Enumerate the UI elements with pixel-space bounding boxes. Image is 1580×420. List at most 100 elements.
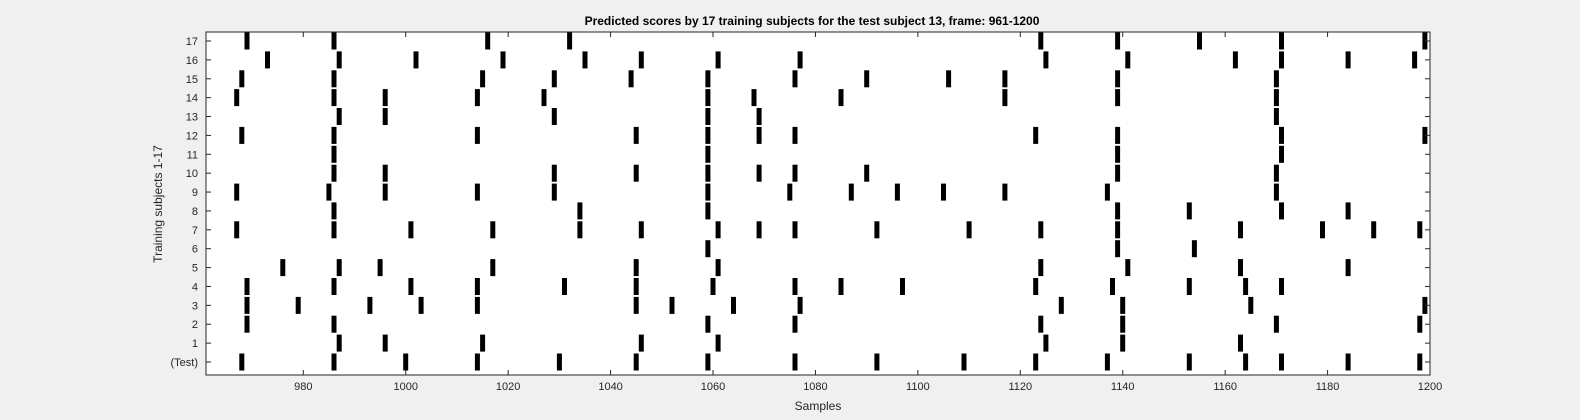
score-mark <box>1033 353 1039 371</box>
x-tick-label: 1080 <box>803 381 827 393</box>
score-mark <box>382 108 388 125</box>
score-mark <box>1033 278 1039 295</box>
score-mark <box>280 259 286 277</box>
score-mark <box>1110 278 1115 295</box>
score-mark <box>485 32 491 50</box>
score-mark <box>894 183 900 201</box>
score-mark <box>669 296 675 314</box>
score-mark <box>1238 221 1243 239</box>
score-mark <box>562 278 567 295</box>
y-tick-label: 8 <box>192 206 198 218</box>
score-mark <box>1345 51 1351 69</box>
score-mark <box>331 278 337 295</box>
score-mark <box>874 221 880 239</box>
score-mark <box>797 51 803 69</box>
score-mark <box>331 145 337 163</box>
score-mark <box>1186 202 1192 220</box>
score-mark <box>474 89 480 107</box>
score-mark <box>474 126 480 144</box>
score-mark <box>408 221 414 239</box>
score-mark <box>1115 202 1121 220</box>
score-mark <box>848 183 854 201</box>
score-mark <box>336 259 342 277</box>
score-mark <box>367 296 373 314</box>
score-mark <box>1422 32 1428 50</box>
score-mark <box>551 183 557 201</box>
score-mark <box>408 278 414 295</box>
score-mark <box>792 315 798 333</box>
score-mark <box>541 89 547 107</box>
score-mark <box>1273 89 1279 107</box>
score-mark <box>382 334 388 352</box>
score-mark <box>792 70 798 88</box>
score-mark <box>864 70 870 88</box>
score-mark <box>1191 240 1197 258</box>
score-mark <box>500 51 506 69</box>
score-mark <box>1279 126 1284 144</box>
score-mark <box>331 164 337 182</box>
score-mark <box>1115 126 1121 144</box>
plot-frame <box>205 31 1431 376</box>
score-mark <box>1038 315 1044 333</box>
y-tick-label: 2 <box>192 319 198 331</box>
score-mark <box>941 183 946 201</box>
score-mark <box>551 108 557 125</box>
score-mark <box>1238 259 1243 277</box>
score-mark <box>1115 70 1121 88</box>
x-tick-label: 1140 <box>1111 381 1135 393</box>
score-mark <box>239 353 245 371</box>
score-mark <box>705 240 711 258</box>
score-mark <box>1104 353 1110 371</box>
score-mark <box>1115 164 1121 182</box>
score-mark <box>715 259 721 277</box>
score-mark <box>331 202 337 220</box>
score-mark <box>1186 353 1192 371</box>
score-mark <box>946 70 952 88</box>
score-mark <box>1120 334 1126 352</box>
score-mark <box>474 278 480 295</box>
score-mark <box>234 221 240 239</box>
score-mark <box>633 278 639 295</box>
score-mark <box>628 70 634 88</box>
score-mark <box>1115 145 1121 163</box>
score-mark <box>756 126 762 144</box>
y-tick-label: 10 <box>186 168 198 180</box>
score-mark <box>705 108 711 125</box>
y-tick-label: 6 <box>192 244 198 256</box>
score-mark <box>403 353 409 371</box>
x-ticks-group: 980 1000 1020 1040 1060 1080 1100 1120 1140 1160 1… <box>294 32 1442 393</box>
score-mark <box>1422 296 1428 314</box>
score-mark <box>382 89 388 107</box>
score-mark <box>705 183 711 201</box>
score-mark <box>787 183 793 201</box>
score-mark <box>551 164 557 182</box>
score-mark <box>633 296 639 314</box>
score-mark <box>1417 315 1423 333</box>
y-tick-label: 12 <box>186 130 198 142</box>
score-mark <box>1125 259 1131 277</box>
y-tick-label: 3 <box>192 300 198 312</box>
x-tick-label: 1060 <box>701 381 725 393</box>
x-tick-label: 1180 <box>1316 381 1340 393</box>
score-mark <box>705 70 711 88</box>
score-mark <box>900 278 905 295</box>
score-mark <box>1115 89 1121 107</box>
x-tick-label: 1040 <box>598 381 622 393</box>
score-mark <box>1238 334 1243 352</box>
score-mark <box>1371 221 1377 239</box>
x-axis-label: Samples <box>795 399 842 413</box>
score-mark <box>474 183 480 201</box>
score-mark <box>1279 353 1284 371</box>
score-mark <box>705 164 711 182</box>
score-mark <box>336 108 342 125</box>
y-tick-label: 15 <box>186 74 198 86</box>
score-mark <box>1104 183 1110 201</box>
score-mark <box>582 51 588 69</box>
score-mark <box>751 89 757 107</box>
score-mark <box>705 315 711 333</box>
score-mark <box>638 334 644 352</box>
score-mark <box>331 126 337 144</box>
